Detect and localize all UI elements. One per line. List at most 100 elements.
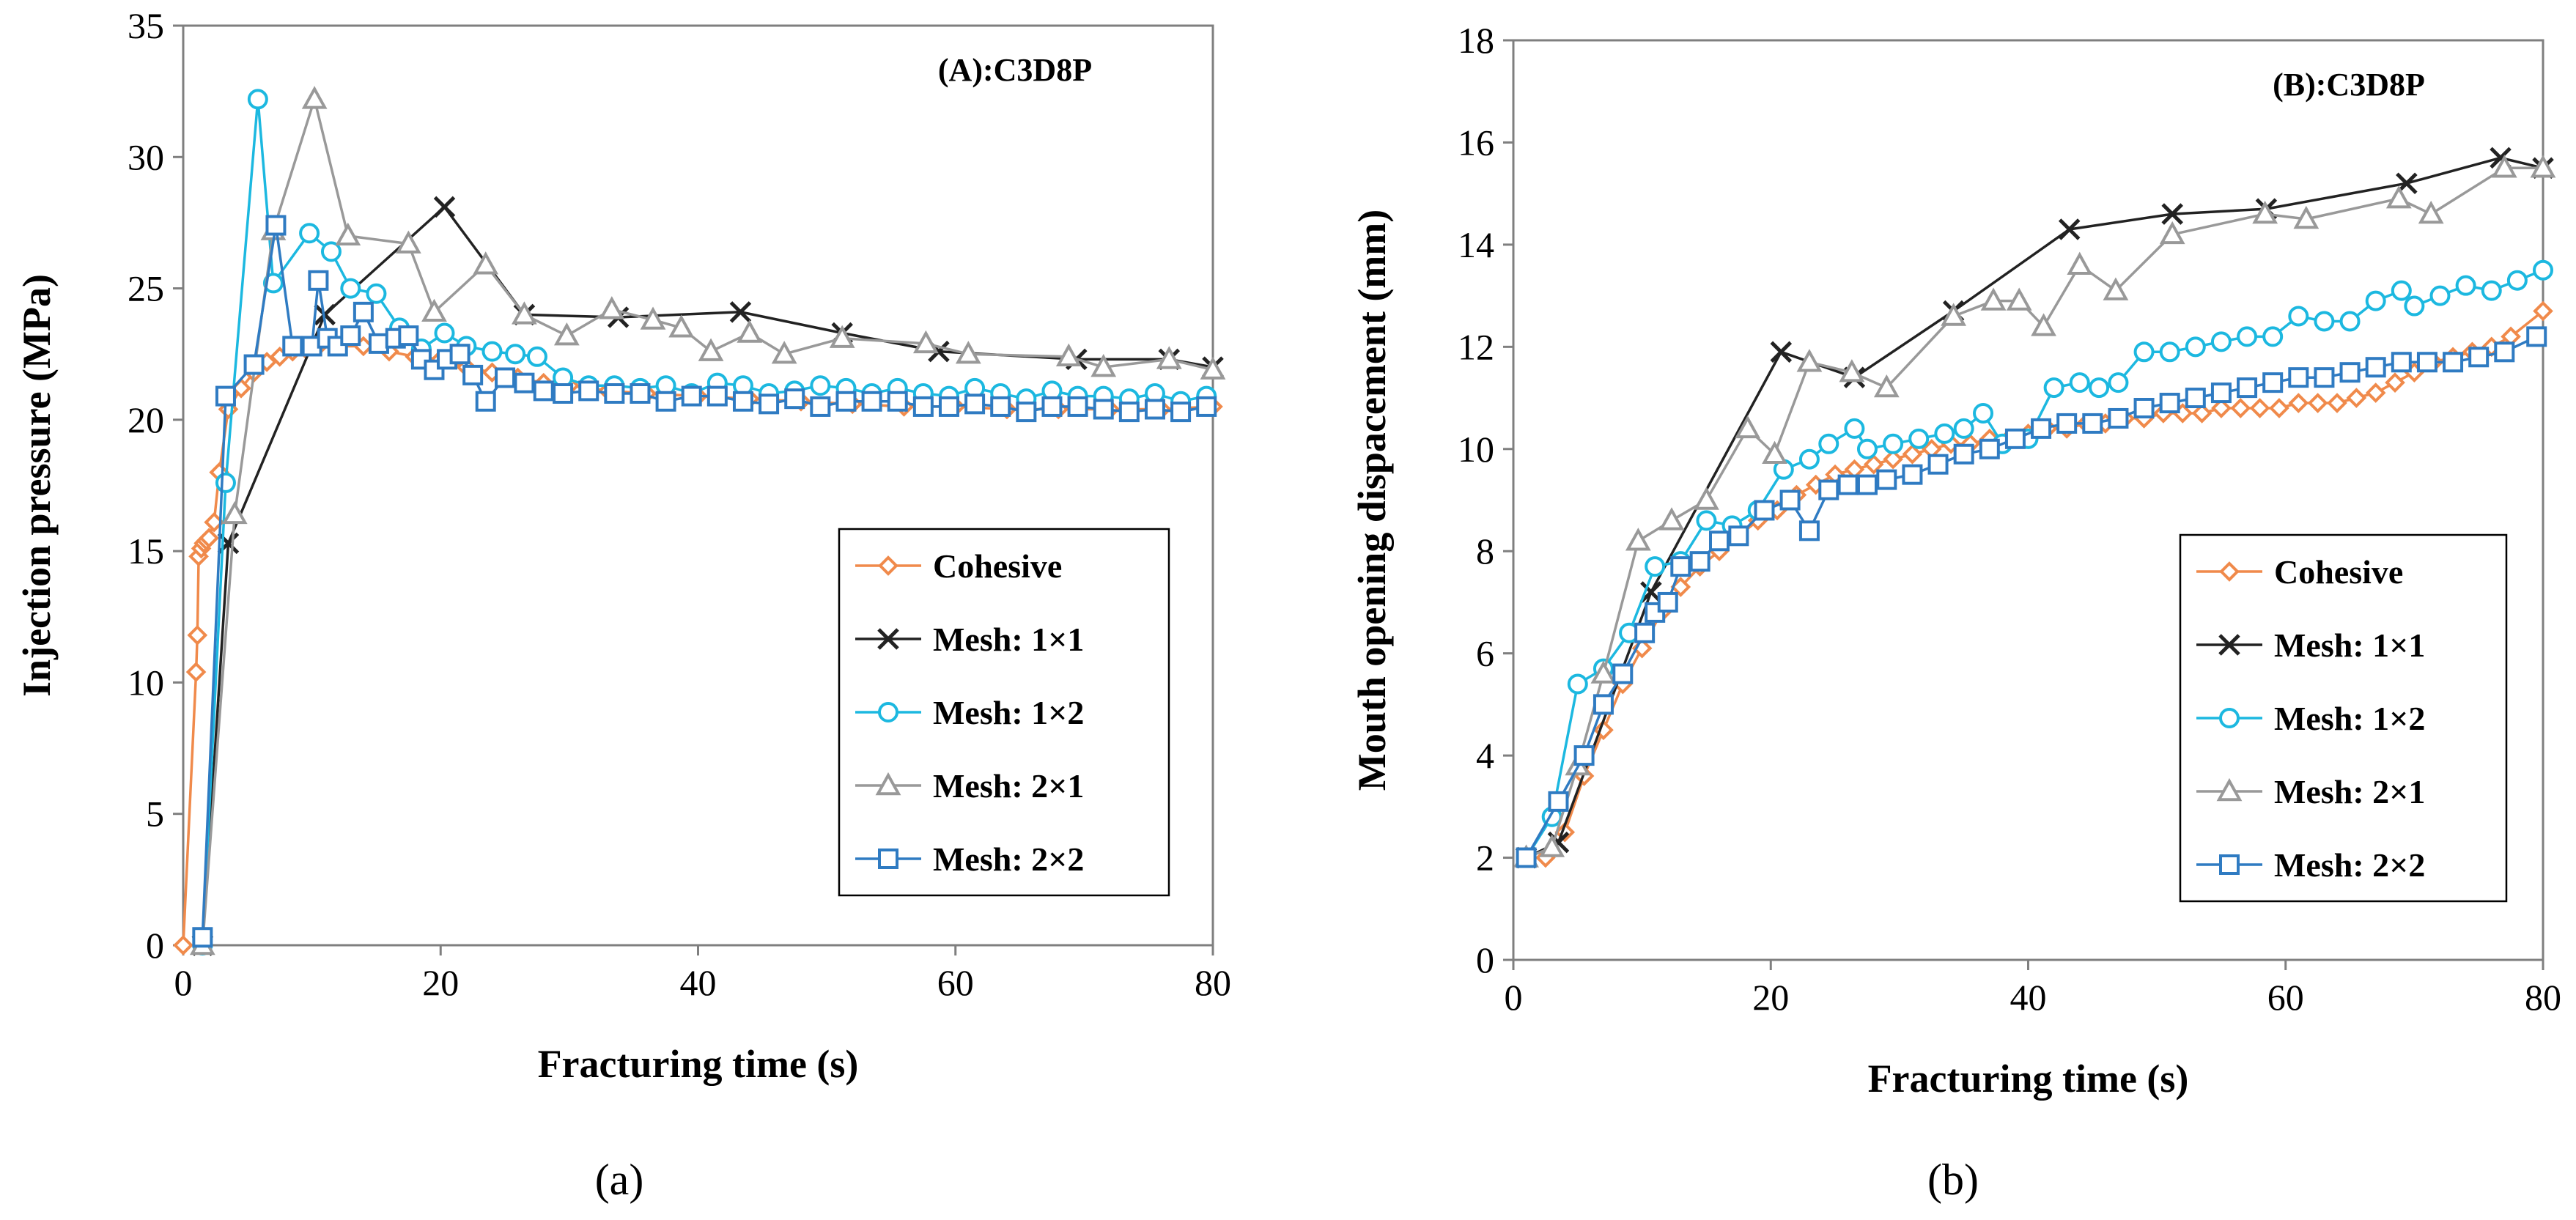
data-point xyxy=(2031,313,2056,336)
data-point xyxy=(1902,464,1923,485)
data-point xyxy=(2262,326,2284,347)
data-point xyxy=(681,385,702,407)
data-point xyxy=(2455,275,2476,296)
legend-marker xyxy=(878,702,898,722)
data-point xyxy=(353,301,374,322)
data-point xyxy=(630,383,651,404)
data-point xyxy=(475,391,496,412)
legend-label: Cohesive xyxy=(933,547,1062,585)
data-point xyxy=(810,396,831,417)
data-point xyxy=(964,393,986,415)
data-point xyxy=(810,375,831,396)
legend-item-cohesive: Cohesive xyxy=(2196,553,2403,591)
data-point xyxy=(2067,251,2093,275)
y-tick-label: 14 xyxy=(1458,224,1494,265)
y-tick-label: 0 xyxy=(1476,939,1494,980)
data-point xyxy=(2249,398,2270,418)
data-point xyxy=(2481,280,2502,301)
data-point xyxy=(434,322,455,344)
data-point xyxy=(1863,454,1884,475)
data-point xyxy=(2210,331,2232,352)
data-point xyxy=(1196,396,1217,417)
data-point xyxy=(1590,660,1617,684)
legend-label: Cohesive xyxy=(2274,553,2403,591)
data-point xyxy=(505,344,526,365)
data-point xyxy=(2365,290,2386,311)
chart-panel-0: 0 20 40 60 80 0 5 10 15 20 25 30 35 Fracturing time (… xyxy=(15,5,1231,1204)
x-tick-label: 80 xyxy=(1195,962,1231,1003)
data-point xyxy=(1593,694,1614,715)
data-point xyxy=(2526,326,2547,347)
data-point xyxy=(320,241,342,262)
legend-label: Mesh: 1×2 xyxy=(2274,700,2425,737)
data-point xyxy=(2031,418,2052,439)
legend-label: Mesh: 1×1 xyxy=(2274,626,2425,664)
data-point xyxy=(221,500,248,525)
data-point xyxy=(2418,200,2444,224)
y-tick-label: 8 xyxy=(1476,530,1494,572)
x-axis-title: Fracturing time (s) xyxy=(1868,1057,2189,1101)
data-point xyxy=(1856,474,1878,495)
data-point xyxy=(2391,280,2412,301)
data-point xyxy=(2346,388,2367,408)
data-point xyxy=(553,322,580,346)
data-point xyxy=(737,319,763,343)
data-point xyxy=(604,383,625,404)
legend-item-cohesive: Cohesive xyxy=(855,547,1062,585)
data-point xyxy=(2133,341,2155,363)
legend: Cohesive Mesh: 1×1 Mesh: 1×2 Mesh: 2×1 Mesh:… xyxy=(838,528,1170,897)
legend-label: Mesh: 1×1 xyxy=(933,621,1084,658)
data-point xyxy=(1067,396,1088,417)
data-point xyxy=(2429,285,2451,306)
data-point xyxy=(1941,303,1967,326)
y-axis-title: Mouth opening dispacement (mm) xyxy=(1350,210,1394,791)
y-tick-label: 0 xyxy=(146,925,164,966)
data-point xyxy=(1657,591,1678,613)
data-point xyxy=(1567,673,1588,695)
data-point xyxy=(1640,581,1662,603)
data-point xyxy=(668,314,695,338)
legend-item-mesh-1x1: Mesh: 1×1 xyxy=(2196,626,2425,664)
data-point xyxy=(1754,500,1775,521)
data-point xyxy=(299,223,320,244)
data-point xyxy=(433,196,456,218)
series-mesh-2x2 xyxy=(192,215,1217,948)
data-point xyxy=(2327,393,2347,413)
data-point xyxy=(912,330,939,354)
data-point xyxy=(2108,372,2129,393)
data-point xyxy=(655,391,676,412)
data-point xyxy=(2365,382,2386,403)
data-point xyxy=(1696,510,1717,531)
legend-marker xyxy=(2219,708,2240,728)
data-point xyxy=(2262,372,2284,393)
data-point xyxy=(2307,393,2328,413)
data-point xyxy=(2416,352,2437,373)
data-point xyxy=(301,86,328,109)
data-point xyxy=(1796,349,1823,372)
x-tick-label: 0 xyxy=(1505,977,1523,1018)
data-point xyxy=(243,354,265,375)
legend-item-mesh-1x2: Mesh: 1×2 xyxy=(2196,700,2425,737)
data-point xyxy=(398,325,419,347)
x-tick-label: 40 xyxy=(680,962,717,1003)
legend: Cohesive Mesh: 1×1 Mesh: 1×2 Mesh: 2×1 Mesh:… xyxy=(2179,533,2508,903)
data-point xyxy=(698,338,724,361)
data-point xyxy=(1573,745,1595,766)
data-point xyxy=(512,301,537,325)
data-point xyxy=(2089,377,2110,399)
data-point xyxy=(955,341,981,364)
x-tick-label: 0 xyxy=(174,962,193,1003)
data-point xyxy=(1670,556,1691,577)
x-tick-label: 80 xyxy=(2525,977,2561,1018)
data-point xyxy=(887,391,908,412)
data-point xyxy=(395,230,421,254)
data-point xyxy=(1144,399,1165,420)
data-point xyxy=(2252,200,2278,224)
data-point xyxy=(2533,259,2553,281)
data-point xyxy=(2069,372,2090,393)
data-point xyxy=(173,935,193,955)
data-point xyxy=(2185,388,2206,409)
y-tick-label: 30 xyxy=(128,136,164,177)
data-point xyxy=(495,367,516,388)
data-point xyxy=(2339,311,2361,332)
